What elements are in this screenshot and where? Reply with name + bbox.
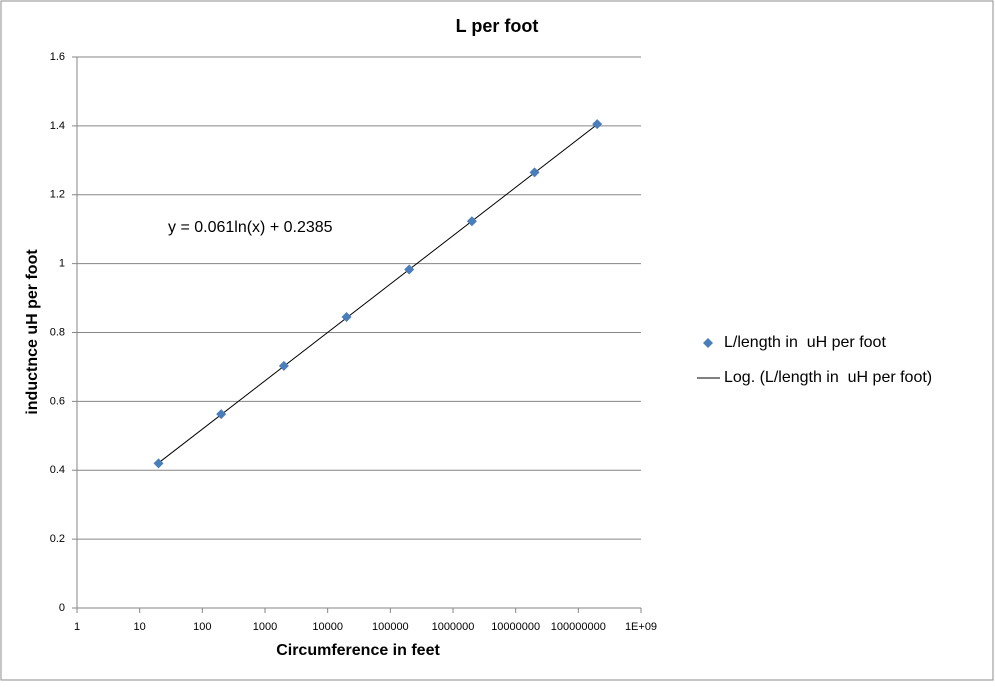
y-tick-label: 0.4 [50, 464, 65, 476]
data-point [153, 458, 164, 469]
x-axis-label: Circumference in feet [276, 642, 440, 659]
trendline-equation: y = 0.061ln(x) + 0.2385 [168, 219, 333, 236]
x-tick-label: 1000000 [432, 621, 475, 633]
data-point [592, 119, 603, 130]
data-point [404, 264, 415, 275]
data-point [341, 312, 352, 323]
data-point [529, 167, 540, 178]
y-tick-label: 0.8 [50, 326, 65, 338]
y-tick-label: 1.6 [50, 51, 65, 63]
x-tick-label: 1E+09 [625, 621, 657, 633]
x-tick-label: 1000 [253, 621, 277, 633]
x-tick-label: 100 [193, 621, 211, 633]
y-axis-label: inductnce uH per foot [24, 249, 41, 415]
x-tick-label: 100000 [372, 621, 409, 633]
trendline [158, 124, 598, 464]
x-tick-label: 10000 [312, 621, 343, 633]
y-tick-label: 1 [59, 258, 65, 270]
data-point [278, 360, 289, 371]
y-tick-label: 1.2 [50, 189, 65, 201]
x-tick-label: 10 [134, 621, 146, 633]
x-tick-label: 100000000 [551, 621, 606, 633]
data-point [466, 216, 477, 227]
y-tick-label: 1.4 [50, 120, 65, 132]
legend-label: Log. (L/length in uH per foot) [724, 369, 932, 386]
y-tick-label: 0 [59, 602, 65, 614]
data-point [216, 409, 227, 420]
y-tick-label: 0.6 [50, 395, 65, 407]
x-tick-label: 1 [74, 621, 80, 633]
legend-marker [703, 338, 713, 348]
chart-title: L per foot [456, 16, 539, 36]
legend-label: L/length in uH per foot [724, 334, 886, 351]
y-tick-label: 0.2 [50, 533, 65, 545]
x-tick-label: 10000000 [491, 621, 540, 633]
